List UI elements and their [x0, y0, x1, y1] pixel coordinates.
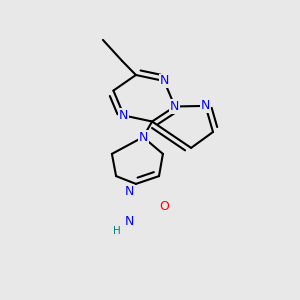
- Text: N: N: [124, 184, 134, 198]
- Text: N: N: [138, 130, 148, 144]
- Text: N: N: [159, 74, 169, 88]
- Text: O: O: [159, 200, 169, 213]
- Text: N: N: [201, 99, 210, 112]
- Text: N: N: [124, 214, 134, 228]
- Text: N: N: [170, 100, 180, 113]
- Text: N: N: [119, 109, 129, 122]
- Text: H: H: [113, 226, 121, 236]
